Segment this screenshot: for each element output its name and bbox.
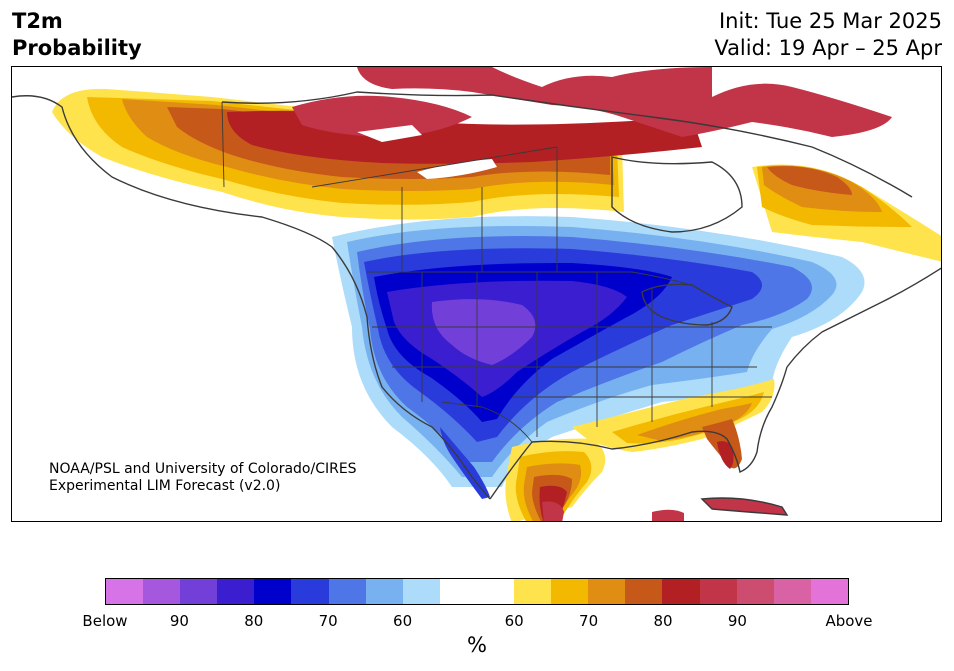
colorbar-tick-label: 60: [504, 612, 524, 630]
colorbar-tick-label: 90: [727, 612, 747, 630]
credit-line-1: NOAA/PSL and University of Colorado/CIRE…: [49, 461, 357, 477]
above-normal-south: [505, 379, 787, 521]
colorbar-swatch-19: [810, 579, 848, 604]
arctic-white-lake: [357, 125, 422, 142]
forecast-dates: Init: Tue 25 Mar 2025 Valid: 19 Apr – 25…: [714, 8, 942, 62]
arctic-coast: [221, 91, 913, 198]
state-borders: [372, 272, 772, 437]
canada-us-border: [367, 271, 693, 286]
init-date: Init: Tue 25 Mar 2025: [718, 9, 942, 33]
atlantic-coast: [786, 267, 941, 368]
colorbar-swatch-8: [402, 579, 440, 604]
arctic-high-prob: [292, 95, 472, 137]
below-normal-region: [332, 216, 865, 499]
colorbar-swatch-7: [365, 579, 403, 604]
above-normal-north: [52, 67, 892, 220]
gulf-coast: [489, 366, 788, 500]
map-panel: [11, 66, 942, 522]
probability-map: [12, 67, 941, 521]
colorbar-swatch-12: [551, 579, 589, 604]
credit-text: NOAA/PSL and University of Colorado/CIRE…: [49, 461, 357, 495]
colorbar-swatch-14: [625, 579, 663, 604]
colorbar-tick-label: 80: [653, 612, 673, 630]
border-outlines: [221, 101, 772, 443]
colorbar-swatch-13: [588, 579, 626, 604]
colorbar-swatch-2: [180, 579, 218, 604]
colorbar-unit: %: [467, 633, 487, 657]
florida-red: [717, 441, 734, 469]
southeast-orange: [637, 403, 752, 441]
pacific-coast: [12, 95, 491, 500]
province-borders: [311, 146, 558, 272]
great-lakes: [641, 283, 733, 326]
colorbar-tick-label: 80: [244, 612, 264, 630]
colorbar-swatch-4: [254, 579, 292, 604]
colorbar-swatch-10: [476, 579, 515, 604]
mexico-high-prob: [542, 501, 564, 521]
below-90-band: [431, 299, 536, 365]
labrador-brown: [767, 166, 852, 195]
colorbar-swatch-6: [328, 579, 366, 604]
title-variable: T2m: [12, 9, 63, 33]
colorbar-swatch-17: [736, 579, 774, 604]
colorbar-tick-label: Above: [825, 612, 873, 630]
colorbar-swatch-18: [773, 579, 811, 604]
hudson-white-inlet: [417, 159, 497, 179]
above-normal-northeast: [752, 164, 941, 262]
cuba-red: [702, 498, 787, 515]
colorbar-swatch-15: [662, 579, 700, 604]
colorbar-tick-label: Below: [82, 612, 128, 630]
colorbar-swatch-5: [291, 579, 329, 604]
colorbar-tick-label: 60: [393, 612, 413, 630]
colorbar-swatch-11: [514, 579, 552, 604]
colorbar-swatch-3: [217, 579, 255, 604]
colorbar-tick-label: 70: [579, 612, 599, 630]
colorbar-tick-label: 90: [169, 612, 189, 630]
baja-below: [440, 427, 490, 499]
colorbar-swatch-9: [439, 579, 477, 604]
map-title: T2m Probability: [12, 8, 142, 62]
colorbar-tick-label: 70: [318, 612, 338, 630]
cuba-outline: [700, 497, 789, 516]
hudson-bay-coast: [611, 156, 743, 233]
title-field: Probability: [12, 36, 142, 60]
alaska-border: [221, 101, 225, 188]
central-america-red: [652, 509, 684, 521]
credit-line-2: Experimental LIM Forecast (v2.0): [49, 478, 281, 494]
valid-range: Valid: 19 Apr – 25 Apr: [714, 36, 942, 60]
us-mexico-border: [441, 401, 533, 443]
colorbar: [105, 578, 849, 605]
colorbar-swatch-16: [699, 579, 737, 604]
arctic-islands: [357, 67, 892, 137]
colorbar-swatch-1: [143, 579, 181, 604]
colorbar-swatch-0: [106, 579, 144, 604]
coastline-outlines: [12, 91, 941, 516]
